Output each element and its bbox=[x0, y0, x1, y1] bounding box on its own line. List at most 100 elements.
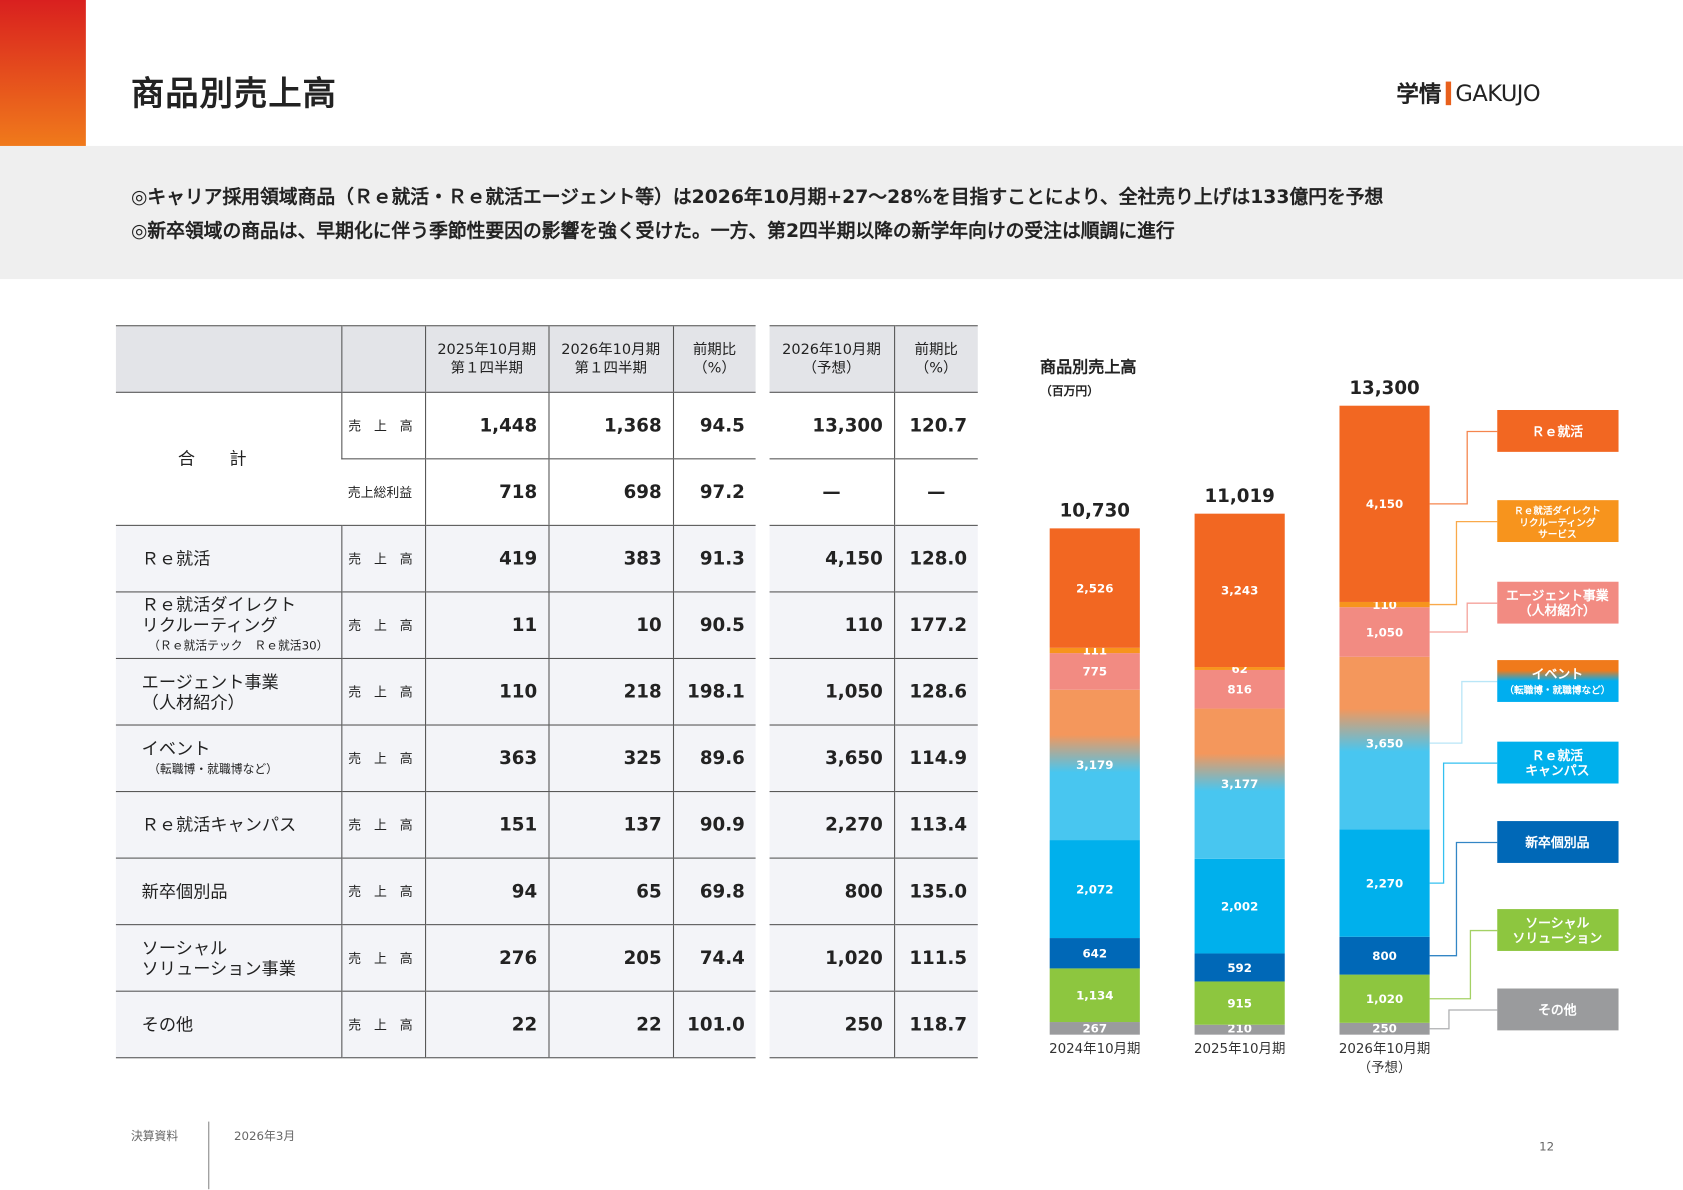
table-row: ソーシャル ソリューション事業売 上 高 276 205 74.4 bbox=[115, 924, 756, 992]
segment-label: 267 bbox=[1082, 1022, 1107, 1036]
segment-label: 3,177 bbox=[1221, 777, 1258, 791]
row-type: 売 上 高 bbox=[340, 924, 426, 992]
bar-segment bbox=[1194, 858, 1285, 954]
row-label: その他 bbox=[115, 991, 342, 1059]
segment-label: 1,050 bbox=[1366, 625, 1403, 639]
segment-label: 2,270 bbox=[1366, 876, 1403, 890]
row-label-line: Ｒｅ就活ダイレクト bbox=[141, 594, 297, 616]
logo-jp: 学情 bbox=[1396, 81, 1442, 108]
row-sublabel: （転職博・就職博など） bbox=[148, 761, 278, 776]
cell-value: 101.0 bbox=[672, 991, 756, 1059]
table-row-total: — — bbox=[769, 458, 978, 526]
bar-segment bbox=[1049, 968, 1140, 1023]
table-row-total: 売上総利益 718 698 97.2 bbox=[116, 458, 756, 526]
bar-segment bbox=[1339, 601, 1430, 608]
cell-value: 2,270 bbox=[769, 791, 895, 859]
cell-value: 177.2 bbox=[893, 591, 978, 660]
row-label: Ｒｅ就活ダイレクト リクルーティング （Ｒｅ就活テック Ｒｅ就活30） bbox=[115, 591, 342, 660]
cell-value: 90.9 bbox=[672, 791, 756, 859]
legend-swatch bbox=[1497, 821, 1619, 863]
bar-segment bbox=[1194, 667, 1285, 670]
row-sublabel: （Ｒｅ就活テック Ｒｅ就活30） bbox=[148, 638, 329, 653]
segment-label: 210 bbox=[1227, 1022, 1252, 1036]
table-row: 3,650 114.9 bbox=[769, 725, 978, 793]
segment-label: 250 bbox=[1372, 1022, 1397, 1036]
legend-label: ソーシャル bbox=[1525, 916, 1589, 931]
cell-value: 120.7 bbox=[893, 392, 978, 460]
bar-segment bbox=[1339, 829, 1430, 937]
cell-value: 137 bbox=[547, 791, 673, 859]
cell-value: 113.4 bbox=[893, 791, 978, 859]
cell-value: 1,020 bbox=[769, 924, 895, 992]
table-row: Ｒｅ就活 売 上 高 419 383 91.3 bbox=[115, 525, 756, 593]
legend-swatch bbox=[1497, 500, 1619, 543]
cell-value: 1,368 bbox=[547, 392, 673, 460]
chart-unit: （百万円） bbox=[1040, 384, 1099, 398]
table-row: イベント （転職博・就職博など） 売 上 高 363 325 89.6 bbox=[115, 725, 756, 793]
cell-value: 363 bbox=[424, 725, 549, 793]
table-row-total: 合 計売 上 高 1,448 1,368 94.5 bbox=[115, 392, 756, 526]
table-row: 1,020 111.5 bbox=[769, 924, 978, 992]
segment-label: 2,072 bbox=[1076, 882, 1113, 896]
page-number: 12 bbox=[1539, 1139, 1555, 1154]
row-label: ソーシャル ソリューション事業 bbox=[115, 924, 342, 992]
gakujo-logo: 学情 GAKUJO bbox=[1396, 77, 1540, 109]
x-tick-label: （予想） bbox=[1358, 1060, 1412, 1076]
legend-label: イベント bbox=[1532, 667, 1583, 682]
cell-value: — bbox=[769, 458, 895, 526]
segment-label: 3,179 bbox=[1076, 758, 1113, 772]
row-label-line: その他 bbox=[141, 1014, 194, 1035]
row-label: Ｒｅ就活 bbox=[115, 525, 342, 593]
bar-segment bbox=[1049, 689, 1140, 841]
table-row: Ｒｅ就活ダイレクト リクルーティング （Ｒｅ就活テック Ｒｅ就活30） 売 上 高 11… bbox=[115, 591, 756, 660]
table-row: Ｒｅ就活キャンパス 売 上 高 151 137 90.9 bbox=[115, 791, 756, 859]
legend-connector bbox=[1429, 841, 1498, 957]
bar-segment bbox=[1339, 607, 1430, 657]
segment-label: 4,150 bbox=[1366, 497, 1403, 511]
cell-value: 218 bbox=[547, 658, 673, 726]
cell-value: 718 bbox=[424, 458, 549, 526]
row-label-line: Ｒｅ就活キャンパス bbox=[141, 814, 297, 836]
cell-value: 111.5 bbox=[893, 924, 978, 992]
total-label: 10,730 bbox=[1060, 501, 1130, 522]
cell-value: 151 bbox=[424, 791, 549, 859]
cell-value: 1,050 bbox=[769, 658, 895, 726]
row-type: 売 上 高 bbox=[340, 392, 426, 460]
legend-label: （人材紹介） bbox=[1519, 603, 1596, 619]
legend-label: ソリューション bbox=[1512, 931, 1602, 946]
cell-value: — bbox=[893, 458, 978, 526]
header-blank bbox=[340, 325, 426, 393]
legend-connector bbox=[1429, 680, 1498, 744]
legend-swatch bbox=[1497, 410, 1619, 452]
table-row: 4,150 128.0 bbox=[769, 525, 978, 593]
bar-segment bbox=[1194, 708, 1285, 859]
row-type: 売 上 高 bbox=[340, 791, 426, 859]
legend-connector bbox=[1429, 762, 1498, 884]
row-label-line: イベント bbox=[141, 737, 211, 759]
segment-label: 3,243 bbox=[1221, 584, 1258, 598]
cell-value: 135.0 bbox=[893, 858, 978, 926]
summary-line-1: ◎キャリア採用領域商品（Ｒｅ就活・Ｒｅ就活エージェント等）は2026年10月期+… bbox=[130, 186, 1384, 209]
bar-segment bbox=[1194, 981, 1285, 1025]
summary-line-2: ◎新卒領域の商品は、早期化に伴う季節性要因の影響を強く受けた。一方、第2四半期以… bbox=[130, 221, 1175, 243]
row-label-line: リクルーティング bbox=[141, 615, 278, 636]
bar-segment bbox=[1194, 513, 1285, 668]
cell-value: 205 bbox=[547, 924, 673, 992]
cell-value: 250 bbox=[769, 991, 895, 1059]
table-row-total: 13,300 120.7 bbox=[769, 392, 978, 460]
row-label-line: ソーシャル bbox=[141, 937, 228, 958]
header-q1-2025: 2025年10月期 第１四半期 bbox=[424, 325, 549, 393]
legend-label: キャンパス bbox=[1525, 764, 1589, 779]
legend-connector bbox=[1429, 520, 1498, 606]
row-label: エージェント事業 （人材紹介） bbox=[115, 658, 342, 726]
cell-value: 74.4 bbox=[672, 924, 756, 992]
legend-swatch bbox=[1497, 988, 1619, 1031]
legend-swatch bbox=[1497, 741, 1619, 784]
bar-segment bbox=[1049, 840, 1140, 939]
footer-doc: 決算資料 bbox=[130, 1129, 179, 1144]
cell-value: 90.5 bbox=[672, 591, 756, 660]
footer-divider bbox=[208, 1121, 210, 1190]
bar-segment bbox=[1194, 953, 1285, 982]
table-row: 110 177.2 bbox=[769, 591, 978, 660]
cell-value: 698 bbox=[547, 458, 673, 526]
